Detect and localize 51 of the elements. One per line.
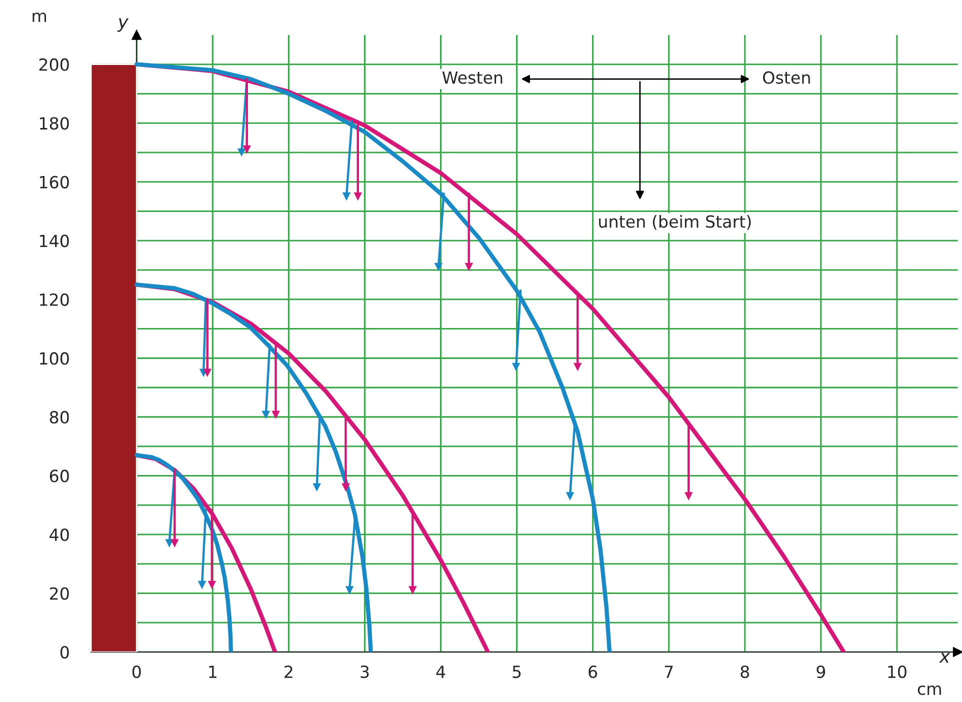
point [573, 362, 582, 372]
point [345, 586, 354, 594]
y-axis-title: y [117, 18, 129, 32]
point [342, 192, 351, 201]
point [312, 483, 321, 492]
x-tick-label: 4 [436, 666, 446, 678]
y-tick-label: 140 [40, 234, 69, 248]
x-tick-label: 7 [664, 666, 673, 678]
annotation: Westen [442, 71, 502, 84]
annotation: unten (beim Start) [599, 214, 751, 230]
y-tick-label: 40 [50, 528, 69, 542]
y-tick-label: 60 [50, 470, 69, 482]
x-tick-label: 5 [512, 666, 521, 678]
x-tick-label: 0 [132, 666, 141, 678]
line-series [134, 282, 373, 652]
point [354, 192, 362, 201]
point [342, 483, 350, 492]
x-tick-label: 10 [888, 666, 906, 678]
point [434, 262, 443, 272]
point [512, 362, 520, 372]
x-tick-label: 9 [816, 666, 826, 678]
y-tick-label: 80 [50, 410, 69, 424]
line-series [134, 453, 233, 652]
point [242, 145, 252, 154]
point [203, 368, 212, 378]
point [464, 262, 474, 272]
x-tick-label: 3 [360, 666, 369, 678]
annotation: Osten [763, 71, 810, 84]
x-tick-label: 2 [284, 666, 292, 678]
x-tick-label: 6 [588, 666, 598, 678]
point [272, 410, 280, 420]
point [208, 580, 216, 590]
x-tick-label: 8 [740, 666, 750, 678]
point [566, 492, 574, 500]
x-tick-label: 1 [209, 666, 216, 678]
y-tick-label: 120 [40, 293, 69, 306]
y-tick-label: 0 [60, 646, 69, 659]
point [684, 492, 693, 500]
point [237, 148, 246, 157]
point [262, 410, 270, 420]
y-tick-label: 180 [40, 117, 69, 130]
y-tick-label: 100 [40, 352, 69, 365]
y-tick-label: 160 [40, 176, 69, 188]
point [198, 580, 206, 590]
y-tick-label: 200 [39, 58, 69, 71]
text: cm [918, 685, 941, 696]
point [408, 586, 417, 594]
text: m [32, 12, 46, 22]
y-tick-label: 20 [50, 587, 69, 600]
x-axis-title: x [938, 652, 950, 663]
point [170, 539, 179, 548]
